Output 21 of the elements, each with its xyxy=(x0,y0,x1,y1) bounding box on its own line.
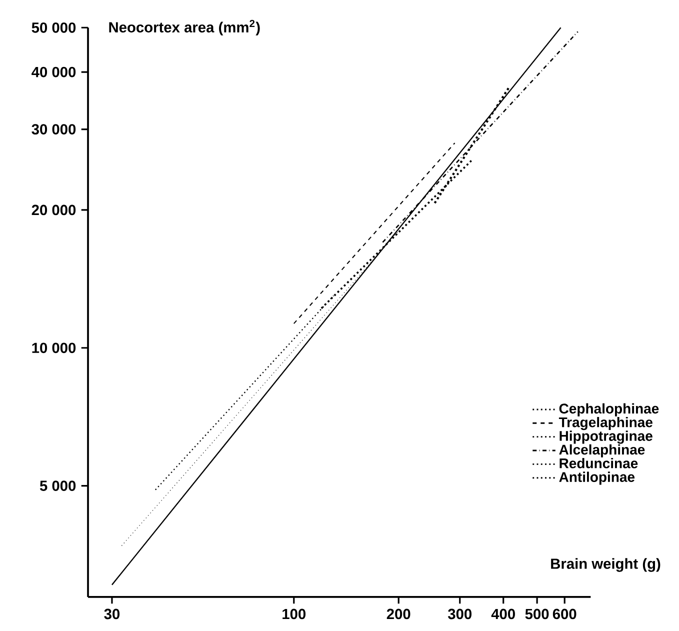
x-tick-label: 30 xyxy=(104,608,120,620)
legend-label: Antilopinae xyxy=(559,472,635,485)
y-axis-title: Neocortex area (mm$^{2}$) xyxy=(109,20,260,36)
legend-label: Alcelaphinae xyxy=(559,444,645,458)
y-tick-label: 40 000 xyxy=(32,66,76,78)
y-tick-label: 10 000 xyxy=(32,342,76,354)
x-tick-label: 300 xyxy=(448,608,472,620)
y-tick-label: 30 000 xyxy=(32,124,76,134)
legend-label: Hippotraginae xyxy=(560,430,652,444)
y-tick-label: 50 000 xyxy=(32,22,76,33)
legend-label: Reduncinae xyxy=(560,458,638,468)
x-tick-label: 200 xyxy=(386,608,410,620)
x-tick-label: 400 xyxy=(491,608,515,620)
x-tick-label: 500 xyxy=(525,608,549,620)
legend-label: Tragelaphinae xyxy=(558,416,652,430)
x-tick-label: 100 xyxy=(282,608,306,620)
y-tick-label: 20 000 xyxy=(32,204,76,216)
legend-label: Cephalophinae xyxy=(559,403,659,416)
x-axis-title: Brain weight (g) xyxy=(551,558,660,572)
y-tick-label: 5 000 xyxy=(40,480,76,491)
x-tick-label: 600 xyxy=(552,608,576,620)
